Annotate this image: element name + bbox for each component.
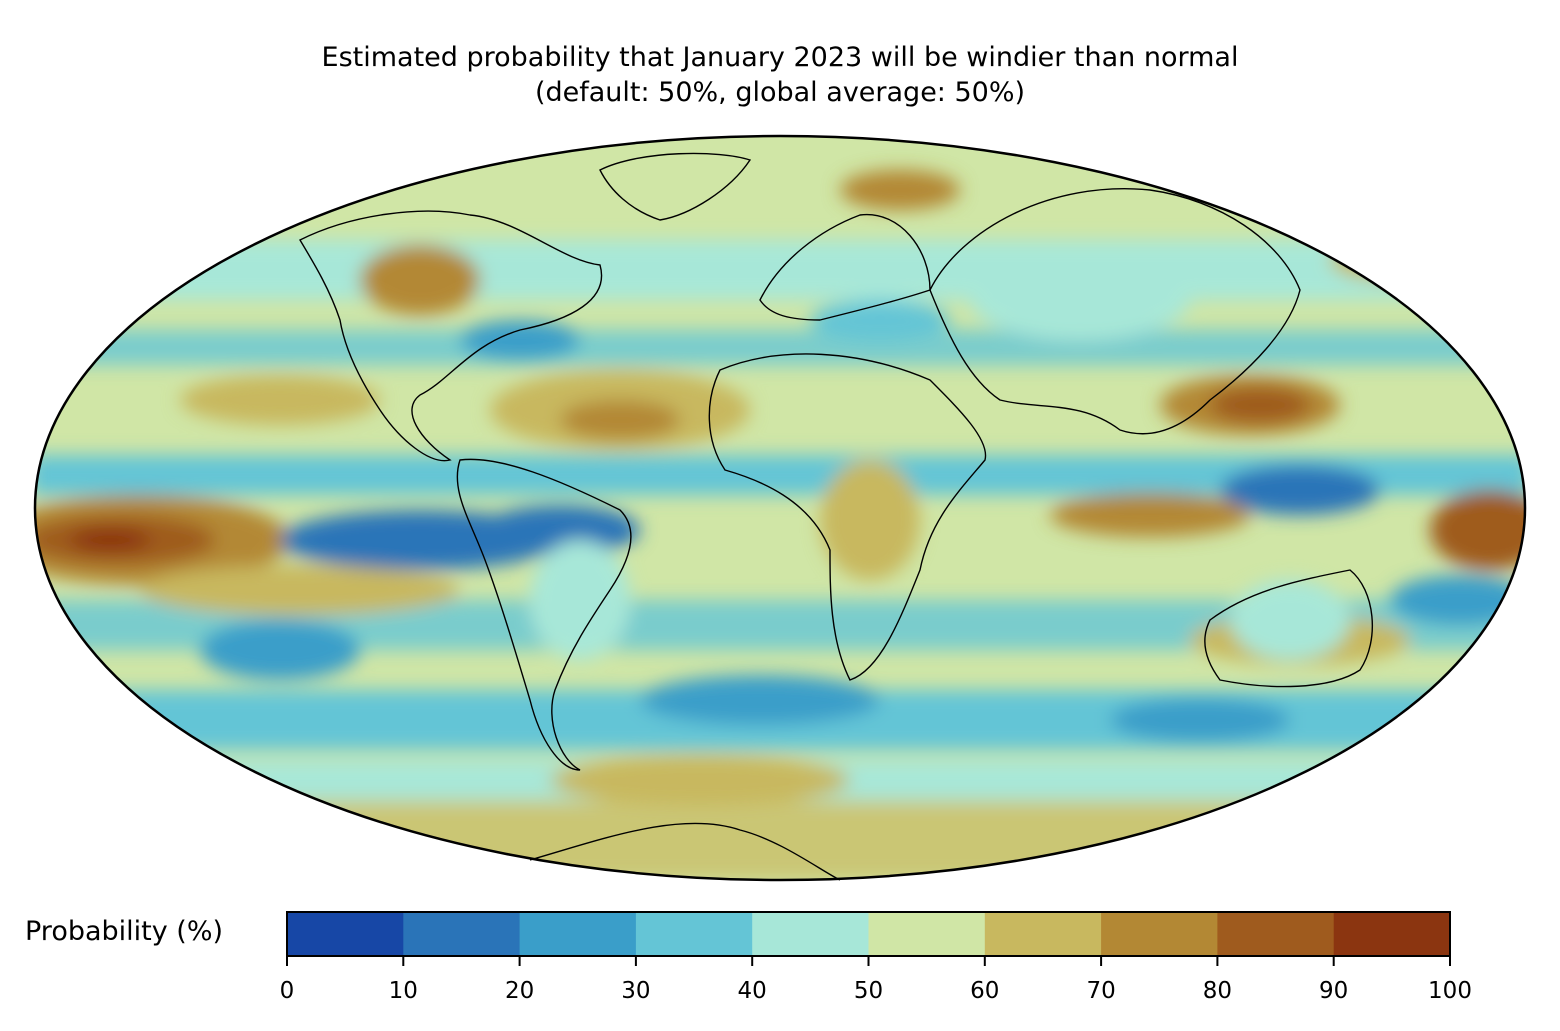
colorbar-tick-label: 70	[1086, 978, 1115, 1004]
colorbar-segment	[868, 912, 986, 956]
colorbar-segment	[403, 912, 521, 956]
colorbar-label: Probability (%)	[25, 916, 224, 947]
colorbar-segment	[519, 912, 637, 956]
globe-outline	[33, 134, 1527, 882]
europe-outline	[759, 213, 931, 321]
africa-outline	[708, 353, 987, 681]
greenland-outline	[599, 152, 752, 221]
colorbar-tick-label: 90	[1319, 978, 1348, 1004]
chart-title: Estimated probability that January 2023 …	[0, 40, 1560, 110]
colorbar-tick-label: 20	[505, 978, 534, 1004]
colorbar-segment	[752, 912, 869, 956]
colorbar-tick-label: 50	[854, 978, 883, 1004]
colorbar-segment	[1101, 912, 1218, 956]
colorbar-segments	[287, 912, 1451, 956]
colorbar-tick-label: 40	[738, 978, 767, 1004]
antarctica-outline	[529, 822, 841, 881]
colorbar-tick-label: 80	[1203, 978, 1232, 1004]
south-america-outline	[456, 458, 632, 771]
australia-outline	[1204, 569, 1373, 688]
probability-contours	[35, 170, 1525, 880]
colorbar-segment	[984, 912, 1102, 956]
colorbar-tick-label: 100	[1428, 978, 1472, 1004]
colorbar-ticks: 0 10 20 30 40 50 60 70 80 90 100	[280, 956, 1472, 1004]
colorbar-tick-label: 30	[621, 978, 650, 1004]
coastlines	[299, 152, 1373, 881]
asia-outline	[929, 188, 1301, 435]
colorbar-tick-label: 60	[970, 978, 999, 1004]
colorbar-segment	[635, 912, 753, 956]
colorbar-segment	[1333, 912, 1451, 956]
colorbar-segment	[287, 912, 404, 956]
colorbar-tick-label: 10	[389, 978, 418, 1004]
colorbar-segment	[1217, 912, 1335, 956]
title-line-1: Estimated probability that January 2023 …	[321, 42, 1239, 73]
colorbar-tick-label: 0	[280, 978, 295, 1004]
title-line-2: (default: 50%, global average: 50%)	[534, 77, 1026, 108]
north-america-outline	[299, 210, 603, 462]
probability-field	[35, 136, 1525, 880]
